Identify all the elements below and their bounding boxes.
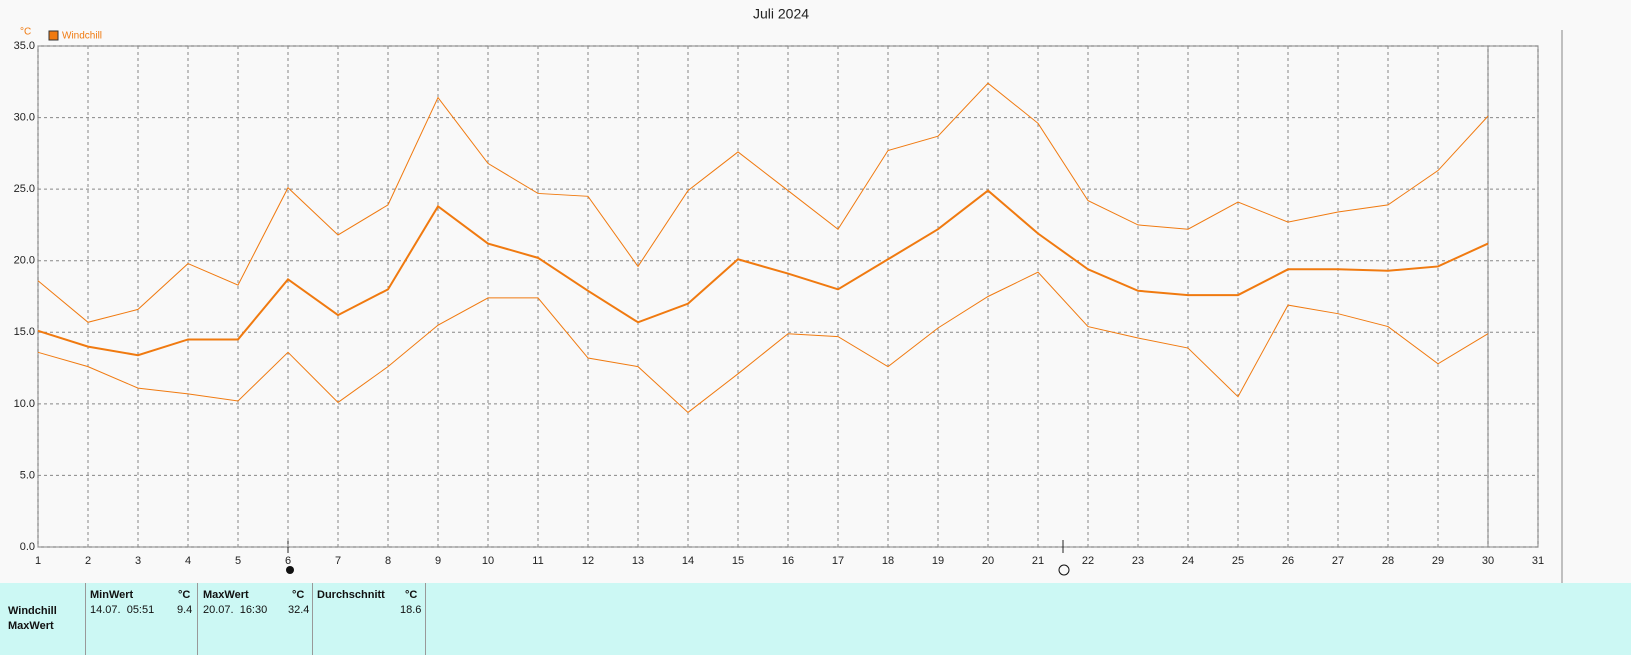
x-tick-label: 27: [1332, 555, 1344, 567]
x-tick-label: 6: [285, 555, 291, 567]
header: Durchschnitt: [317, 589, 385, 601]
cell: 18.6: [400, 604, 422, 616]
x-tick-label: 1: [35, 555, 41, 567]
y-tick-label: 10.0: [14, 398, 35, 410]
data-line: [37, 82, 1489, 323]
x-tick-label: 19: [932, 555, 944, 567]
row-label: Windchill: [8, 605, 57, 617]
chart-title: Juli 2024: [753, 6, 809, 22]
legend-swatch: [48, 30, 59, 41]
x-tick-label: 24: [1182, 555, 1194, 567]
plot-area: [37, 45, 1539, 548]
legend-label: Windchill: [62, 31, 102, 42]
stats-panel: MinWert °C MaxWert °C Durchschnitt °C Wi…: [0, 583, 1631, 655]
y-unit: °C: [20, 27, 31, 38]
y-tick-label: 30.0: [14, 111, 35, 123]
x-tick-label: 14: [682, 555, 694, 567]
y-tick-label: 25.0: [14, 183, 35, 195]
x-tick-label: 10: [482, 555, 494, 567]
x-tick-label: 17: [832, 555, 844, 567]
x-tick-label: 3: [135, 555, 141, 567]
new-moon-icon: [286, 566, 294, 574]
header-unit: °C: [178, 589, 191, 601]
data-line: [37, 189, 1489, 357]
cell: 20.07. 16:30: [203, 604, 268, 616]
header-unit: °C: [292, 589, 305, 601]
y-tick-label: 20.0: [14, 255, 35, 267]
y-tick-label: 5.0: [20, 469, 35, 481]
separator: [197, 583, 198, 655]
x-tick-label: 21: [1032, 555, 1044, 567]
separator: [425, 583, 426, 655]
y-tick-label: 15.0: [14, 326, 35, 338]
cell: 14.07. 05:51: [90, 604, 155, 616]
row-label: MaxWert: [8, 620, 54, 632]
x-tick-label: 8: [385, 555, 391, 567]
data-line: [37, 271, 1489, 414]
x-tick-label: 7: [335, 555, 341, 567]
x-tick-label: 30: [1482, 555, 1494, 567]
x-tick-label: 23: [1132, 555, 1144, 567]
x-tick-label: 18: [882, 555, 894, 567]
x-tick-label: 11: [532, 555, 543, 567]
x-tick-label: 25: [1232, 555, 1244, 567]
y-tick-label: 0.0: [20, 541, 35, 553]
x-tick-label: 9: [435, 555, 441, 567]
x-tick-label: 12: [582, 555, 594, 567]
x-tick-label: 20: [982, 555, 994, 567]
x-tick-label: 2: [85, 555, 91, 567]
x-tick-label: 29: [1432, 555, 1444, 567]
header: MaxWert: [203, 589, 249, 601]
x-tick-label: 22: [1082, 555, 1094, 567]
chart: Juli 2024 °C 0.0 5.0 10.0 15.0 20.0 25.0 30.0 3…: [14, 6, 1563, 583]
x-tick-label: 13: [632, 555, 644, 567]
x-tick-label: 15: [732, 555, 744, 567]
cell: 32.4: [288, 604, 310, 616]
header-unit: °C: [405, 589, 418, 601]
x-tick-label: 4: [185, 555, 191, 567]
x-tick-label: 16: [782, 555, 794, 567]
separator: [312, 583, 313, 655]
x-tick-label: 5: [235, 555, 241, 567]
y-tick-label: 35.0: [14, 40, 35, 52]
cell: 9.4: [177, 604, 193, 616]
header: MinWert: [90, 589, 134, 601]
x-tick-label: 28: [1382, 555, 1394, 567]
full-moon-icon: [1058, 564, 1070, 576]
x-tick-label: 26: [1282, 555, 1294, 567]
separator: [85, 583, 86, 655]
x-tick-label: 31: [1532, 555, 1544, 567]
